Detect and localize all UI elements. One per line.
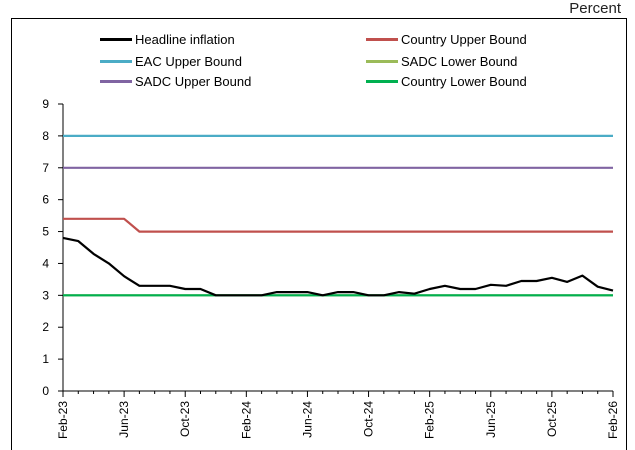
y-tick-label: 9 (42, 97, 49, 111)
y-tick-label: 7 (42, 161, 49, 175)
legend-label: SADC Lower Bound (401, 53, 518, 69)
y-tick-label: 6 (42, 193, 49, 207)
series-line-headline-inflation (62, 236, 614, 297)
y-tick-label: 2 (42, 320, 49, 334)
legend-label: SADC Upper Bound (135, 73, 252, 89)
legend-swatch (366, 37, 398, 41)
x-tick-label: Feb-24 (239, 401, 253, 439)
legend-item: Headline inflation (100, 31, 235, 47)
legend-swatch (366, 59, 398, 63)
x-tick-label: Oct-25 (545, 401, 559, 437)
chart-legend: Headline inflation Country Upper Bound EAC… (12, 19, 626, 99)
x-tick-label: Oct-23 (178, 401, 192, 437)
legend-label: Country Lower Bound (401, 73, 527, 89)
y-tick-label: 5 (42, 225, 49, 239)
series-line-country-upper-bound (63, 217, 613, 233)
legend-item: SADC Lower Bound (366, 53, 517, 69)
chart-frame: Headline inflation Country Upper Bound EAC… (11, 18, 627, 450)
legend-item: Country Upper Bound (366, 31, 527, 47)
y-tick-label: 0 (42, 384, 49, 398)
legend-label: EAC Upper Bound (135, 53, 242, 69)
unit-label: Percent (569, 0, 621, 17)
legend-swatch (100, 79, 132, 83)
legend-swatch (100, 37, 132, 41)
x-tick-label: Oct-24 (362, 401, 376, 437)
x-tick-label: Feb-25 (423, 401, 437, 439)
legend-label: Headline inflation (135, 31, 235, 47)
y-tick-label: 8 (42, 129, 49, 143)
legend-item: Country Lower Bound (366, 73, 527, 89)
legend-item: EAC Upper Bound (100, 53, 242, 69)
x-tick-label: Jun-24 (300, 401, 314, 438)
legend-swatch (100, 59, 132, 63)
legend-item: SADC Upper Bound (100, 73, 251, 89)
x-tick-label: Feb-26 (606, 401, 620, 439)
legend-swatch (366, 79, 398, 83)
legend-label: Country Upper Bound (401, 31, 527, 47)
y-tick-label: 4 (42, 256, 49, 270)
y-tick-label: 3 (42, 288, 49, 302)
x-tick-label: Jun-25 (484, 401, 498, 438)
x-tick-label: Jun-23 (117, 401, 131, 438)
y-tick-label: 1 (42, 352, 49, 366)
x-tick-label: Feb-23 (56, 401, 70, 439)
